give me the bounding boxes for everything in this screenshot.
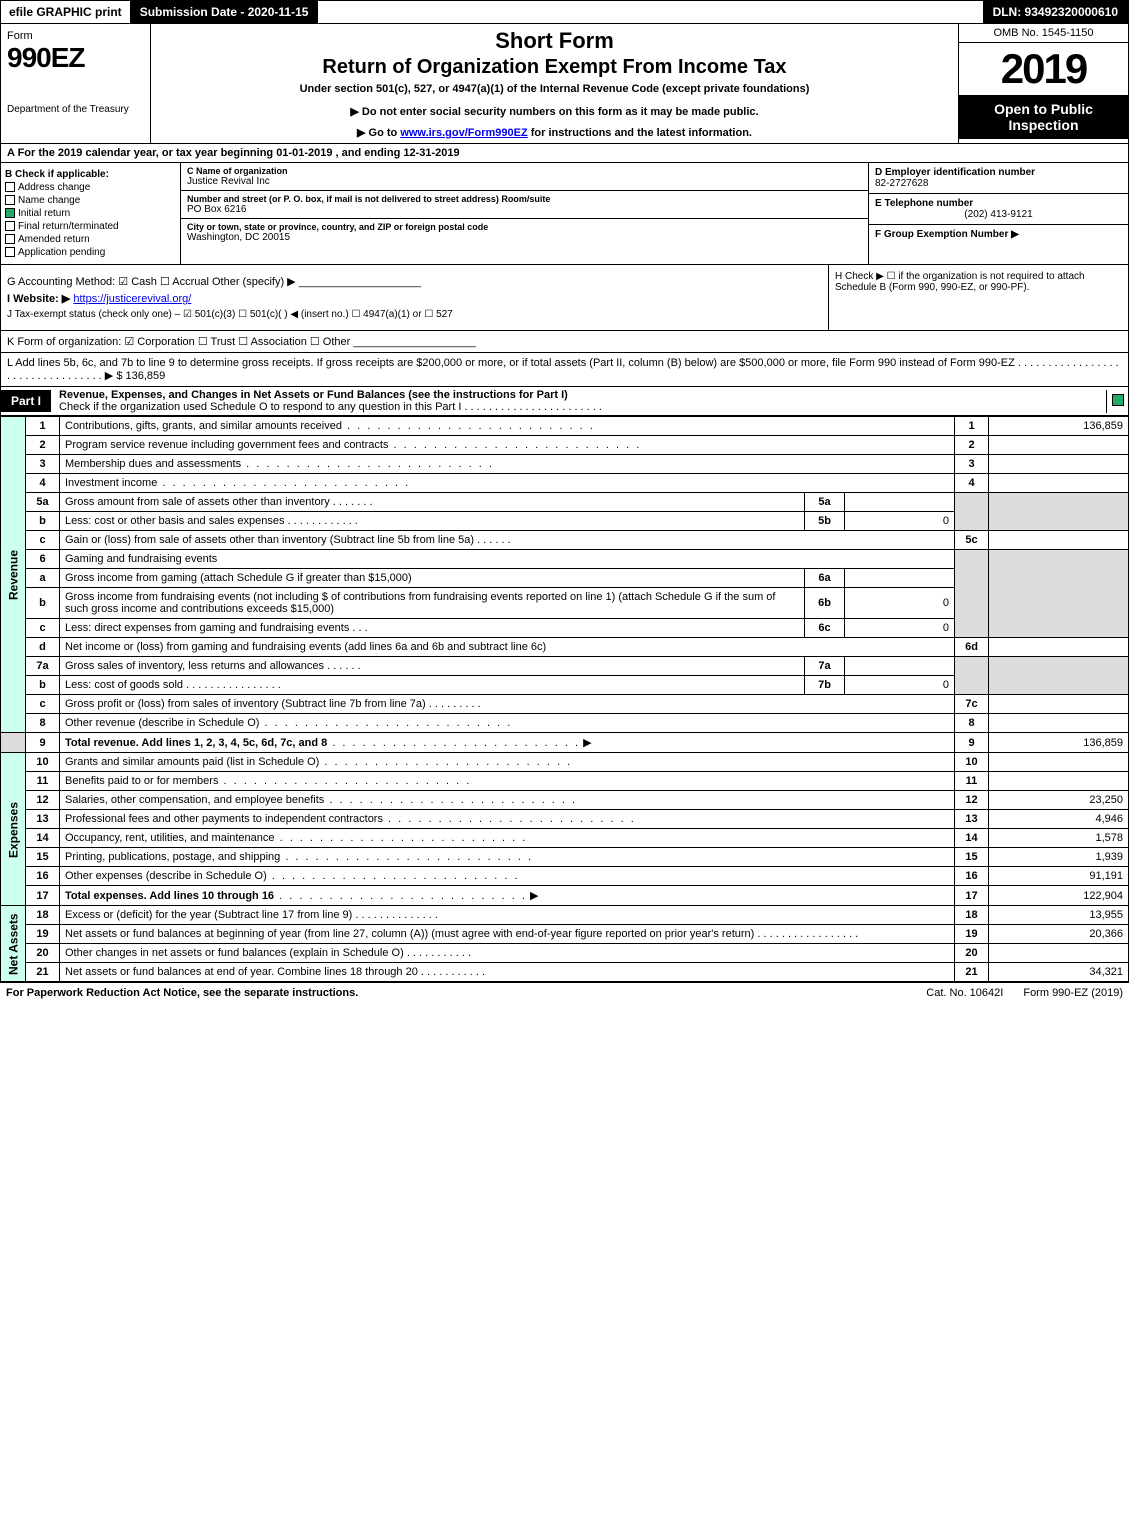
irs-link[interactable]: www.irs.gov/Form990EZ	[400, 127, 527, 139]
return-title: Return of Organization Exempt From Incom…	[159, 56, 950, 79]
ein-value: 82-2727628	[875, 178, 1122, 189]
block-b-c-d: B Check if applicable: Address change Na…	[0, 163, 1129, 265]
table-row: 8 Other revenue (describe in Schedule O)…	[1, 714, 1129, 733]
line-j: J Tax-exempt status (check only one) – ☑…	[7, 309, 822, 320]
org-name: Justice Revival Inc	[187, 176, 862, 187]
form-header: Form 990EZ Department of the Treasury Sh…	[0, 24, 1129, 144]
table-row: 17 Total expenses. Add lines 10 through …	[1, 886, 1129, 906]
cat-no: Cat. No. 10642I	[906, 987, 1023, 999]
table-row: 21 Net assets or fund balances at end of…	[1, 963, 1129, 982]
part-i-checkbox[interactable]	[1106, 390, 1128, 413]
table-row: 2 Program service revenue including gove…	[1, 436, 1129, 455]
table-row: 19 Net assets or fund balances at beginn…	[1, 925, 1129, 944]
table-row: 3 Membership dues and assessments 3	[1, 455, 1129, 474]
tax-year: 2019	[959, 43, 1128, 95]
table-row: 7a Gross sales of inventory, less return…	[1, 657, 1129, 676]
table-row: 20 Other changes in net assets or fund b…	[1, 944, 1129, 963]
city-label: City or town, state or province, country…	[187, 222, 862, 232]
row-l: L Add lines 5b, 6c, and 7b to line 9 to …	[0, 353, 1129, 387]
form-version: Form 990-EZ (2019)	[1023, 987, 1123, 999]
table-row: Expenses 10 Grants and similar amounts p…	[1, 753, 1129, 772]
table-row: 16 Other expenses (describe in Schedule …	[1, 867, 1129, 886]
website-label: I Website: ▶	[7, 293, 70, 305]
omb-number: OMB No. 1545-1150	[959, 24, 1128, 43]
table-row: d Net income or (loss) from gaming and f…	[1, 638, 1129, 657]
line-no: 1	[955, 417, 989, 436]
chk-initial-return[interactable]: Initial return	[5, 208, 176, 219]
org-name-label: C Name of organization	[187, 166, 862, 176]
line-amount: 136,859	[989, 417, 1129, 436]
line-text: Contributions, gifts, grants, and simila…	[65, 420, 342, 432]
table-row: 5a Gross amount from sale of assets othe…	[1, 493, 1129, 512]
org-address: PO Box 6216	[187, 204, 862, 215]
column-c: C Name of organization Justice Revival I…	[181, 163, 868, 264]
goto-post: for instructions and the latest informat…	[531, 127, 752, 139]
form-number: 990EZ	[7, 42, 144, 74]
part-i-sub: Check if the organization used Schedule …	[59, 401, 602, 413]
page-footer: For Paperwork Reduction Act Notice, see …	[0, 982, 1129, 1003]
paperwork-notice: For Paperwork Reduction Act Notice, see …	[6, 987, 906, 999]
form-word: Form	[7, 30, 144, 42]
table-row: c Gain or (loss) from sale of assets oth…	[1, 531, 1129, 550]
submission-date: Submission Date - 2020-11-15	[130, 1, 319, 23]
tel-value: (202) 413-9121	[875, 209, 1122, 220]
do-not-enter: ▶ Do not enter social security numbers o…	[159, 105, 950, 118]
addr-label: Number and street (or P. O. box, if mail…	[187, 194, 862, 204]
table-row: 12 Salaries, other compensation, and emp…	[1, 791, 1129, 810]
table-row: 11 Benefits paid to or for members 11	[1, 772, 1129, 791]
chk-amended-return[interactable]: Amended return	[5, 234, 176, 245]
chk-name-change[interactable]: Name change	[5, 195, 176, 206]
column-b: B Check if applicable: Address change Na…	[1, 163, 181, 264]
short-form-title: Short Form	[159, 28, 950, 54]
tel-label: E Telephone number	[875, 198, 1122, 209]
efile-label[interactable]: efile GRAPHIC print	[1, 1, 130, 23]
under-section: Under section 501(c), 527, or 4947(a)(1)…	[159, 83, 950, 95]
part-i-tag: Part I	[1, 390, 51, 412]
table-row: 6 Gaming and fundraising events	[1, 550, 1129, 569]
dln-label: DLN: 93492320000610	[983, 1, 1128, 23]
lines-table: Revenue 1 Contributions, gifts, grants, …	[0, 416, 1129, 982]
revenue-side-label: Revenue	[1, 417, 26, 733]
net-assets-side-label: Net Assets	[1, 906, 26, 982]
goto-line: ▶ Go to www.irs.gov/Form990EZ for instru…	[159, 126, 950, 139]
goto-pre: ▶ Go to	[357, 127, 400, 139]
org-city: Washington, DC 20015	[187, 232, 862, 243]
ein-label: D Employer identification number	[875, 167, 1122, 178]
col-b-title: B Check if applicable:	[5, 169, 176, 180]
chk-final-return[interactable]: Final return/terminated	[5, 221, 176, 232]
line-h: H Check ▶ ☐ if the organization is not r…	[835, 271, 1122, 293]
line-i: I Website: ▶ https://justicerevival.org/	[7, 292, 822, 305]
block-g-h-i-j: G Accounting Method: ☑ Cash ☐ Accrual Ot…	[0, 265, 1129, 331]
part-i-title: Revenue, Expenses, and Changes in Net As…	[59, 389, 568, 401]
website-link[interactable]: https://justicerevival.org/	[73, 293, 191, 305]
table-row: 13 Professional fees and other payments …	[1, 810, 1129, 829]
group-exemption-label: F Group Exemption Number ▶	[875, 229, 1122, 240]
table-row: 14 Occupancy, rent, utilities, and maint…	[1, 829, 1129, 848]
table-row: 15 Printing, publications, postage, and …	[1, 848, 1129, 867]
line-num: 1	[26, 417, 60, 436]
table-row: 9 Total revenue. Add lines 1, 2, 3, 4, 5…	[1, 733, 1129, 753]
part-i-header: Part I Revenue, Expenses, and Changes in…	[0, 387, 1129, 416]
open-to-public: Open to Public Inspection	[959, 95, 1128, 139]
chk-address-change[interactable]: Address change	[5, 182, 176, 193]
chk-application-pending[interactable]: Application pending	[5, 247, 176, 258]
table-row: Net Assets 18 Excess or (deficit) for th…	[1, 906, 1129, 925]
line-g: G Accounting Method: ☑ Cash ☐ Accrual Ot…	[7, 275, 822, 288]
table-row: c Gross profit or (loss) from sales of i…	[1, 695, 1129, 714]
department-label: Department of the Treasury	[7, 104, 144, 115]
row-a-tax-year: A For the 2019 calendar year, or tax yea…	[0, 144, 1129, 163]
top-bar: efile GRAPHIC print Submission Date - 20…	[0, 0, 1129, 24]
row-k: K Form of organization: ☑ Corporation ☐ …	[0, 331, 1129, 353]
table-row: Revenue 1 Contributions, gifts, grants, …	[1, 417, 1129, 436]
column-d-e-f: D Employer identification number 82-2727…	[868, 163, 1128, 264]
table-row: 4 Investment income 4	[1, 474, 1129, 493]
expenses-side-label: Expenses	[1, 753, 26, 906]
